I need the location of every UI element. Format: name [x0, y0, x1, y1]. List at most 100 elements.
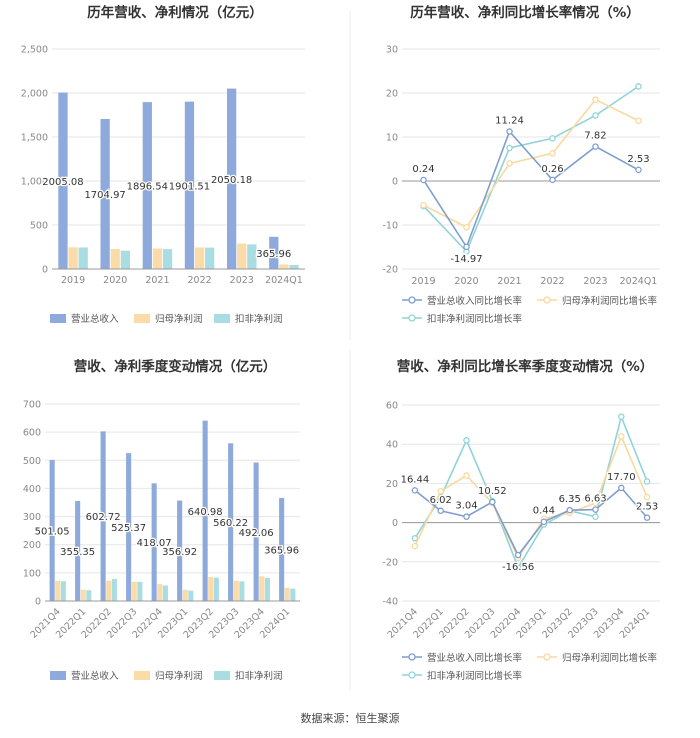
series-point: [463, 437, 470, 444]
y-tick-label: 2,000: [21, 89, 48, 100]
bar-revenue: [126, 453, 132, 601]
line-data-label: 6.02: [430, 495, 452, 506]
bar-revenue: [184, 101, 195, 270]
series-line-deducted: [414, 414, 648, 570]
y-tick-label: 100: [23, 568, 41, 579]
legend-marker: [543, 296, 551, 304]
bar-deducted: [162, 585, 168, 601]
y-tick-label: 20: [386, 479, 398, 490]
legend-label: 营业总收入: [71, 313, 119, 325]
series-point: [411, 535, 419, 542]
bar-netprofit: [68, 247, 78, 269]
bar-revenue: [226, 88, 237, 269]
bar-netprofit: [279, 264, 289, 269]
bar-deducted: [188, 590, 194, 601]
bar-netprofit: [237, 243, 247, 269]
bar-netprofit: [208, 577, 214, 601]
series-point: [514, 551, 522, 559]
series-point: [643, 514, 651, 521]
bar-netprofit: [110, 248, 120, 269]
bar-data-label: 640.98: [188, 507, 223, 518]
series-point: [592, 143, 599, 150]
series-point: [540, 518, 548, 525]
bar-revenue: [269, 236, 279, 269]
x-tick-label: 2020: [454, 276, 478, 287]
chart-title: 营收、净利同比增长率季度变动情况（%）: [397, 358, 654, 375]
bar-data-label: 2050.18: [211, 175, 252, 186]
series-point: [411, 487, 419, 494]
bar-netprofit: [233, 580, 239, 601]
y-tick-label: 2,500: [21, 45, 48, 56]
legend-label: 归母净利润: [155, 670, 203, 682]
series-point: [643, 478, 651, 485]
y-tick-label: 500: [23, 456, 41, 467]
bar-data-label: 602.72: [86, 512, 121, 523]
legend-label: 扣非净利润同比增长率: [427, 670, 523, 682]
y-tick-label: 20: [386, 89, 398, 100]
x-tick-label: 2024Q1: [620, 276, 658, 287]
series-point: [635, 83, 642, 90]
x-tick-label: 2020: [103, 275, 127, 286]
bar-revenue: [100, 118, 110, 269]
line-data-label: 0.44: [533, 506, 555, 517]
bar-revenue: [58, 92, 68, 269]
legend-swatch: [50, 314, 66, 323]
legend-swatch: [50, 671, 66, 680]
bar-data-label: 365.96: [256, 249, 291, 260]
legend-marker: [543, 653, 551, 661]
bar-data-label: 525.37: [111, 523, 146, 534]
y-tick-label: 0: [42, 265, 48, 276]
line-data-label: 10.52: [478, 486, 507, 497]
line-data-label: 0.26: [541, 164, 563, 175]
legend-label: 扣非净利润同比增长率: [427, 313, 523, 325]
bar-deducted: [78, 247, 88, 269]
bar-deducted: [247, 244, 257, 269]
bar-data-label: 1901.51: [169, 181, 210, 192]
bar-revenue: [279, 498, 285, 601]
y-tick-label: 60: [386, 401, 398, 412]
legend-marker: [408, 314, 416, 322]
legend-swatch: [214, 671, 230, 680]
bar-revenue: [177, 500, 183, 601]
y-tick-label: -10: [382, 221, 398, 232]
data-source-footer: 数据来源：恒生聚源: [301, 711, 400, 725]
chart-title: 历年营收、净利情况（亿元）: [87, 4, 263, 21]
series-point: [549, 135, 556, 142]
bar-data-label: 492.06: [239, 528, 274, 539]
bar-netprofit: [106, 580, 112, 601]
legend-swatch: [134, 671, 150, 680]
bar-revenue: [151, 483, 157, 601]
y-tick-label: 600: [23, 428, 41, 439]
legend-swatch: [134, 314, 150, 323]
line-data-label: -14.97: [450, 254, 482, 265]
line-data-label: 11.24: [495, 116, 524, 127]
series-line-deducted: [422, 85, 639, 253]
bar-revenue: [202, 420, 208, 601]
legend-marker: [408, 653, 416, 661]
series-point: [463, 243, 470, 251]
series-point: [618, 484, 625, 492]
bar-data-label: 2005.08: [42, 177, 83, 188]
series-point: [489, 498, 496, 506]
y-tick-label: 700: [23, 400, 41, 411]
bar-netprofit: [131, 581, 137, 601]
x-tick-label: 2019: [411, 276, 435, 287]
bar-revenue: [49, 459, 55, 601]
y-tick-label: 300: [23, 512, 41, 523]
y-tick-label: 40: [386, 440, 398, 451]
line-data-label: 16.44: [401, 474, 430, 485]
series-point: [506, 128, 513, 135]
bar-netprofit: [284, 587, 290, 601]
series-point: [420, 201, 427, 209]
bar-revenue: [142, 102, 152, 269]
y-tick-label: 10: [386, 133, 398, 144]
series-point: [437, 487, 444, 495]
legend-marker: [408, 671, 416, 679]
bar-data-label: 560.22: [213, 518, 248, 529]
bar-deducted: [137, 581, 143, 601]
bar-netprofit: [80, 589, 86, 601]
bar-revenue: [228, 443, 234, 601]
y-tick-label: 0: [35, 597, 41, 608]
bar-deducted: [289, 264, 299, 269]
series-point: [592, 506, 599, 513]
